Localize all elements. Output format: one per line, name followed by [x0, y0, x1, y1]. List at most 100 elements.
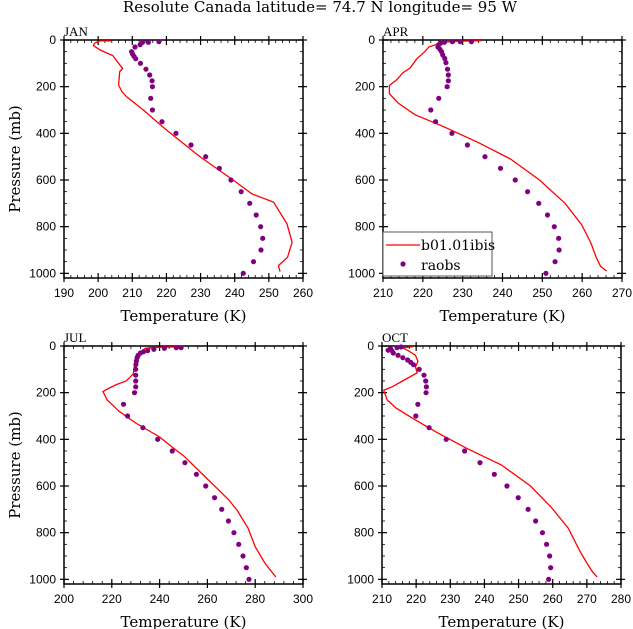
- y-tick-label: 600: [36, 173, 56, 187]
- raobs-point: [140, 425, 146, 431]
- raobs-point: [132, 44, 138, 50]
- y-tick-label: 400: [354, 432, 374, 446]
- raobs-point: [236, 541, 242, 547]
- raobs-point: [546, 576, 552, 582]
- panel-jul: JUL 200 220 240 260 280 300 0 200 400 600 800 1000 Te…: [6, 330, 313, 629]
- raobs-point: [423, 390, 429, 396]
- raobs-point: [423, 384, 429, 390]
- y-tick-label: 800: [36, 526, 56, 540]
- raobs-point: [145, 348, 151, 354]
- raobs-point: [131, 390, 138, 396]
- raobs-point: [169, 448, 175, 454]
- raobs-point: [445, 72, 451, 78]
- raobs-point: [548, 565, 554, 571]
- raobs-point: [149, 107, 156, 113]
- y-tick-label: 200: [354, 386, 374, 400]
- y-tick-label: 0: [49, 33, 56, 47]
- raobs-point: [533, 518, 539, 524]
- raobs-point: [253, 212, 259, 218]
- y-tick-label: 0: [367, 339, 374, 353]
- raobs-point: [151, 346, 157, 352]
- raobs-point: [219, 506, 225, 512]
- raobs-point: [178, 345, 184, 351]
- raobs-point: [250, 259, 257, 265]
- raobs-point: [211, 495, 218, 501]
- y-tick-label: 200: [36, 386, 56, 400]
- raobs-point: [193, 471, 200, 477]
- x-tick-label: 270: [577, 592, 597, 606]
- x-tick-label: 300: [293, 592, 313, 606]
- raobs-point: [133, 361, 139, 368]
- raobs-point: [243, 565, 249, 571]
- raobs-point: [457, 39, 463, 45]
- raobs-point: [216, 165, 222, 171]
- raobs-point: [428, 107, 434, 113]
- x-tick-label: 210: [373, 286, 393, 300]
- x-axis-label: Temperature (K): [121, 613, 247, 629]
- raobs-point: [415, 401, 421, 407]
- raobs-point: [182, 460, 188, 466]
- raobs-point: [133, 366, 139, 372]
- raobs-point: [556, 235, 562, 241]
- raobs-point: [133, 372, 139, 378]
- raobs-point: [491, 471, 497, 477]
- model-line-b01-01ibis: [102, 346, 277, 578]
- panel-title: OCT: [382, 330, 408, 345]
- x-tick-label: 220: [102, 592, 122, 606]
- raobs-point: [148, 95, 154, 101]
- raobs-point: [525, 506, 531, 512]
- raobs-point: [524, 189, 531, 195]
- x-tick-label: 220: [156, 286, 176, 300]
- raobs-point: [443, 436, 449, 442]
- raobs-point: [161, 345, 167, 351]
- raobs-point: [173, 345, 179, 351]
- x-tick-label: 280: [245, 592, 265, 606]
- raobs-point: [441, 39, 447, 45]
- raobs-point: [120, 401, 127, 407]
- raobs-point: [539, 530, 546, 536]
- y-axis-label: Pressure (mb): [6, 411, 24, 519]
- raobs-point: [543, 270, 549, 276]
- raobs-point: [551, 224, 557, 230]
- plot-frame: [382, 39, 623, 279]
- panel-title: JAN: [64, 24, 88, 39]
- raobs-point: [556, 247, 562, 253]
- x-tick-label: 240: [225, 286, 245, 300]
- x-tick-label: 240: [150, 592, 170, 606]
- y-tick-label: 600: [355, 173, 375, 187]
- raobs-point: [426, 425, 432, 431]
- x-tick-label: 260: [197, 592, 217, 606]
- y-tick-label: 1000: [29, 266, 56, 280]
- plot-frame: [63, 39, 304, 279]
- raobs-point: [390, 350, 396, 356]
- raobs-point: [394, 345, 400, 351]
- raobs-point: [477, 460, 483, 466]
- panel-title: JUL: [64, 330, 86, 345]
- raobs-point: [512, 177, 518, 183]
- y-tick-label: 400: [355, 126, 375, 140]
- raobs-point: [133, 384, 139, 390]
- raobs-point: [124, 413, 131, 419]
- raobs-point: [225, 518, 232, 524]
- raobs-point: [462, 448, 468, 454]
- raobs-point: [445, 78, 451, 84]
- x-tick-label: 220: [406, 592, 426, 606]
- raobs-point: [444, 84, 450, 90]
- x-tick-label: 250: [509, 592, 529, 606]
- raobs-point: [552, 259, 558, 265]
- y-tick-label: 200: [355, 80, 375, 94]
- raobs-point: [247, 200, 253, 206]
- raobs-point: [468, 39, 475, 45]
- y-tick-label: 1000: [348, 266, 375, 280]
- raobs-point: [410, 362, 417, 368]
- raobs-point: [413, 413, 419, 419]
- panel-oct: OCT 210 220 230 240 250 260 270 280 0 200 400 600 800…: [347, 330, 631, 629]
- y-tick-label: 1000: [29, 572, 56, 586]
- x-tick-label: 210: [122, 286, 142, 300]
- x-tick-label: 260: [293, 286, 313, 300]
- raobs-point: [423, 378, 429, 384]
- y-tick-label: 400: [36, 126, 56, 140]
- raobs-point: [395, 352, 401, 358]
- raobs-point: [173, 130, 179, 136]
- raobs-point: [442, 55, 448, 62]
